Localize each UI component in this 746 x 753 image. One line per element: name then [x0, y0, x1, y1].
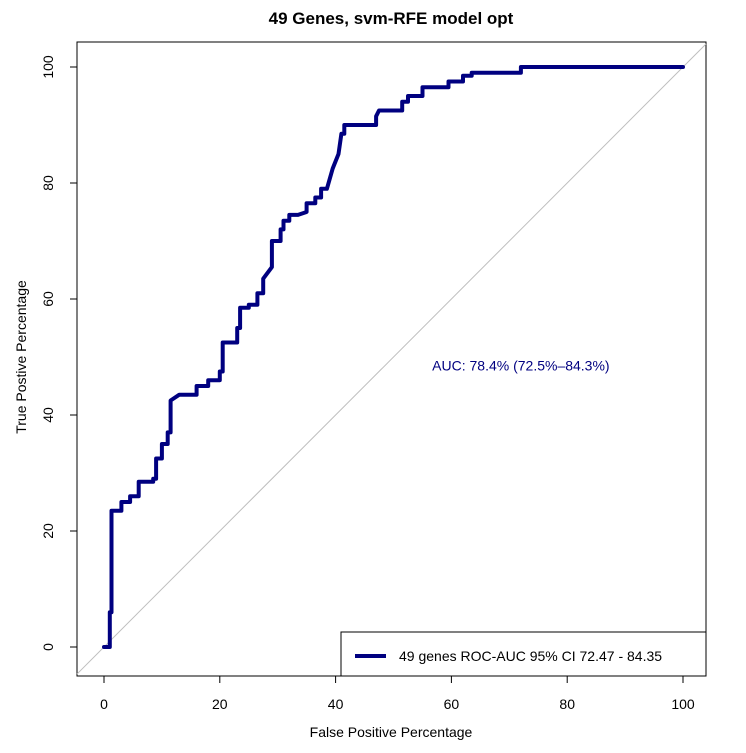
auc-annotation: AUC: 78.4% (72.5%–84.3%): [432, 358, 609, 374]
x-tick-label-20: 20: [212, 696, 228, 712]
x-tick-label-100: 100: [671, 696, 695, 712]
x-axis-label: False Positive Percentage: [310, 724, 473, 740]
roc-curve-line-0: [102, 65, 685, 649]
y-tick-label-60: 60: [40, 291, 56, 307]
x-tick-label-60: 60: [444, 696, 460, 712]
y-tick-label-0: 0: [40, 643, 56, 651]
y-tick-label-100: 100: [40, 55, 56, 79]
diagonal-reference-line: [76, 43, 707, 675]
y-tick-label-40: 40: [40, 407, 56, 423]
x-tick-label-80: 80: [559, 696, 575, 712]
y-tick-label-80: 80: [40, 175, 56, 191]
chart-title: 49 Genes, svm-RFE model opt: [269, 9, 514, 28]
legend-label-0: 49 genes ROC-AUC 95% CI 72.47 - 84.35: [399, 648, 662, 664]
plot-area: 0 20 40 60 80 100 0 20 40 60 80 100 AUC: 78.4% (72.5…: [40, 41, 707, 712]
x-tick-label-0: 0: [100, 696, 108, 712]
y-tick-label-20: 20: [40, 523, 56, 539]
x-tick-label-40: 40: [328, 696, 344, 712]
y-axis-label: True Postive Percentage: [13, 280, 29, 434]
legend-box: [340, 631, 707, 677]
